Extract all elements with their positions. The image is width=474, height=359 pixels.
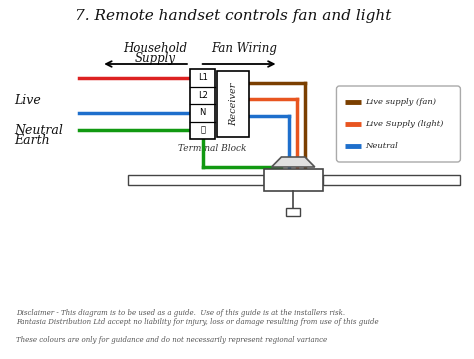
Text: Fantasia Distribution Ltd accept no liability for injury, loss or damage resulti: Fantasia Distribution Ltd accept no liab… bbox=[16, 318, 378, 326]
Text: Live Supply (light): Live Supply (light) bbox=[365, 120, 443, 128]
Bar bbox=[286, 208, 300, 216]
Text: These colours are only for guidance and do not necessarily represent regional va: These colours are only for guidance and … bbox=[16, 336, 327, 344]
Text: Household: Household bbox=[123, 42, 187, 55]
Text: 7. Remote handset controls fan and light: 7. Remote handset controls fan and light bbox=[75, 9, 392, 23]
Text: Earth: Earth bbox=[14, 135, 49, 148]
Bar bbox=[128, 175, 264, 185]
Bar bbox=[218, 71, 249, 137]
Bar bbox=[323, 175, 460, 185]
Text: Neutral: Neutral bbox=[365, 142, 398, 150]
Bar bbox=[264, 169, 323, 191]
Text: Disclaimer - This diagram is to be used as a guide.  Use of this guide is at the: Disclaimer - This diagram is to be used … bbox=[16, 309, 345, 317]
Polygon shape bbox=[272, 157, 315, 167]
Text: Supply: Supply bbox=[135, 52, 176, 65]
Text: ⏚: ⏚ bbox=[200, 126, 205, 135]
Text: N: N bbox=[200, 108, 206, 117]
Text: Live supply (fan): Live supply (fan) bbox=[365, 98, 436, 106]
FancyBboxPatch shape bbox=[337, 86, 460, 162]
Text: Terminal Block: Terminal Block bbox=[178, 144, 247, 153]
Text: Fan Wiring: Fan Wiring bbox=[211, 42, 277, 55]
Text: Neutral: Neutral bbox=[14, 123, 63, 136]
Text: Receiver: Receiver bbox=[228, 82, 237, 126]
Bar bbox=[190, 69, 216, 139]
Text: L2: L2 bbox=[198, 91, 208, 100]
Text: L1: L1 bbox=[198, 73, 208, 82]
Text: Live: Live bbox=[14, 93, 40, 107]
